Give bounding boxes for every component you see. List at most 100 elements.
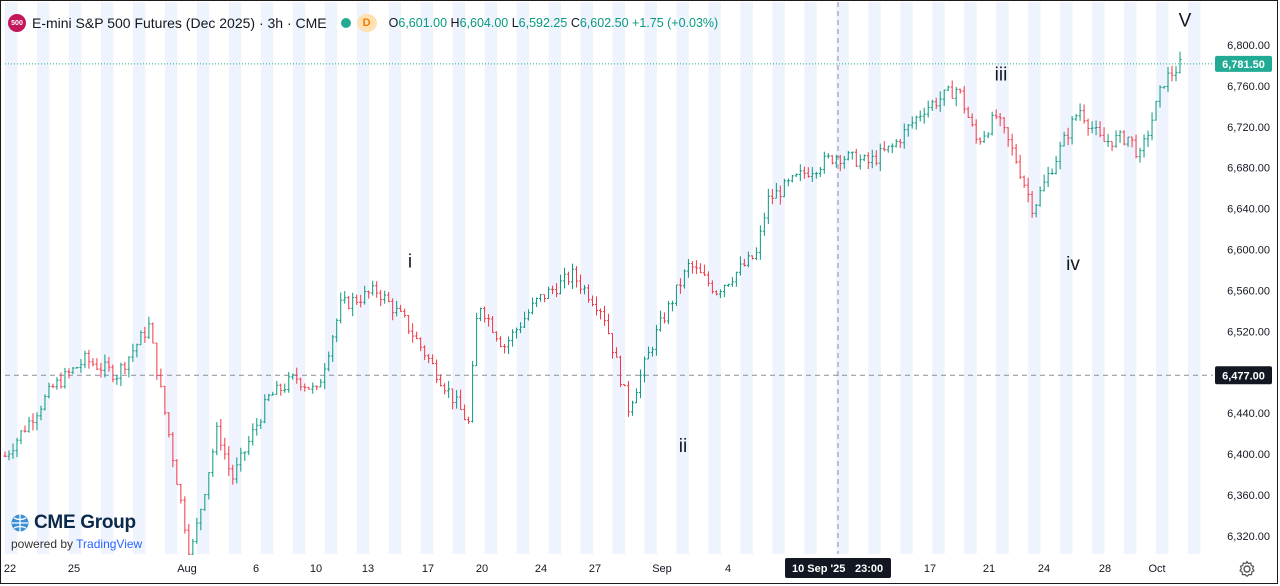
price-tick-label: 6,680.00 bbox=[1227, 163, 1270, 175]
price-tick-label: 6,640.00 bbox=[1227, 204, 1270, 216]
symbol-header[interactable]: 500 E-mini S&P 500 Futures (Dec 2025) · … bbox=[8, 8, 718, 38]
high-key: H bbox=[450, 16, 460, 30]
crosshair-price-badge bbox=[1215, 366, 1272, 385]
session-band bbox=[484, 2, 498, 554]
close-key: C bbox=[570, 16, 580, 30]
open-key: O bbox=[388, 16, 399, 30]
session-band bbox=[708, 2, 721, 554]
time-tick-label: 21 bbox=[983, 563, 995, 575]
session-band bbox=[324, 2, 338, 554]
session-band bbox=[388, 2, 402, 554]
session-band bbox=[1028, 2, 1041, 554]
session-band bbox=[356, 2, 370, 554]
session-band bbox=[612, 2, 625, 554]
session-band bbox=[932, 2, 945, 554]
ohlc-values: O6,601.00 H6,604.00 L6,592.25 C6,602.50 … bbox=[389, 16, 719, 30]
session-band bbox=[868, 2, 881, 554]
session-band bbox=[420, 2, 434, 554]
wave-label-ii: ii bbox=[679, 436, 687, 457]
price-tick-label: 6,360.00 bbox=[1227, 490, 1270, 502]
high-value: 6,604.00 bbox=[459, 16, 509, 30]
time-axis-background bbox=[0, 555, 1214, 584]
crosshair-time-badge bbox=[785, 558, 891, 578]
time-tick-label: 24 bbox=[535, 563, 547, 575]
powered-by-label: powered by bbox=[11, 537, 74, 551]
session-band bbox=[196, 2, 210, 554]
settings-gear-icon[interactable] bbox=[1238, 560, 1256, 578]
last-price-badge bbox=[1215, 55, 1272, 72]
price-tick-label: 6,720.00 bbox=[1227, 122, 1270, 134]
time-tick-label: Aug bbox=[177, 563, 197, 575]
session-band bbox=[900, 2, 913, 554]
cme-logo-text: CME Group bbox=[34, 512, 136, 533]
time-tick-label: 17 bbox=[924, 563, 936, 575]
session-band bbox=[996, 2, 1009, 554]
session-band bbox=[5, 2, 18, 554]
price-tick-label: 6,560.00 bbox=[1227, 285, 1270, 297]
open-value: 6,601.00 bbox=[398, 16, 448, 30]
session-band bbox=[548, 2, 562, 554]
crosshair-price-label: 6,477.00 bbox=[1222, 370, 1265, 382]
session-band bbox=[1188, 2, 1201, 554]
price-tick-label: 6,320.00 bbox=[1227, 531, 1270, 543]
last-price-label: 6,781.50 bbox=[1222, 59, 1265, 71]
session-band bbox=[260, 2, 274, 554]
crosshair-lines bbox=[5, 2, 1213, 554]
session-band bbox=[644, 2, 657, 554]
session-band bbox=[1060, 2, 1073, 554]
market-open-icon bbox=[340, 18, 351, 28]
session-band bbox=[1092, 2, 1105, 554]
time-tick-label: 13 bbox=[362, 563, 374, 575]
session-band bbox=[964, 2, 977, 554]
session-band bbox=[1156, 2, 1169, 554]
powered-by[interactable]: powered by TradingView bbox=[11, 537, 142, 551]
price-tick-label: 6,600.00 bbox=[1227, 245, 1270, 257]
time-tick-label: 27 bbox=[589, 563, 601, 575]
session-band bbox=[452, 2, 466, 554]
price-tick-label: 6,440.00 bbox=[1227, 408, 1270, 420]
symbol-title[interactable]: E-mini S&P 500 Futures (Dec 2025) · 3h ·… bbox=[32, 15, 327, 31]
session-band bbox=[804, 2, 817, 554]
price-axis: 6,320.006,360.006,400.006,440.006,480.00… bbox=[1214, 0, 1280, 586]
crosshair-date-label: 10 Sep '25 bbox=[792, 563, 845, 575]
session-band bbox=[516, 2, 530, 554]
wave-label-iii: iii bbox=[995, 65, 1008, 86]
price-axis-background bbox=[1214, 0, 1280, 586]
wave-label-i: i bbox=[408, 252, 412, 273]
wave-label-v: V bbox=[1179, 10, 1192, 31]
cme-logo: CME Group bbox=[10, 512, 136, 534]
symbol-badge: 500 bbox=[8, 14, 26, 32]
session-band bbox=[68, 2, 82, 554]
tradingview-link[interactable]: TradingView bbox=[76, 537, 143, 551]
session-band bbox=[164, 2, 178, 554]
time-tick-label: Oct bbox=[1148, 563, 1165, 575]
low-key: L bbox=[511, 16, 519, 30]
session-band bbox=[772, 2, 785, 554]
price-tick-label: 6,760.00 bbox=[1227, 81, 1270, 93]
session-bands bbox=[5, 2, 1201, 554]
session-band bbox=[836, 2, 849, 554]
session-band bbox=[228, 2, 242, 554]
time-tick-label: 28 bbox=[1099, 563, 1111, 575]
time-tick-label: 6 bbox=[253, 563, 259, 575]
session-band bbox=[100, 2, 114, 554]
time-tick-label: 22 bbox=[4, 563, 16, 575]
time-tick-label: 17 bbox=[422, 563, 434, 575]
session-band bbox=[740, 2, 753, 554]
cme-globe-icon bbox=[11, 514, 29, 532]
wave-label-iv: iv bbox=[1066, 254, 1080, 275]
time-tick-label: 20 bbox=[476, 563, 488, 575]
time-tick-label: Sep bbox=[652, 563, 672, 575]
crosshair-time-label: 23:00 bbox=[855, 563, 883, 575]
time-tick-label: 24 bbox=[1038, 563, 1050, 575]
candles bbox=[3, 51, 1182, 562]
session-band bbox=[292, 2, 306, 554]
price-tick-label: 6,520.00 bbox=[1227, 326, 1270, 338]
time-tick-label: 25 bbox=[68, 563, 80, 575]
time-tick-label: 4 bbox=[725, 563, 731, 575]
time-tick-label: 10 bbox=[310, 563, 322, 575]
delayed-badge[interactable]: D bbox=[356, 14, 377, 32]
